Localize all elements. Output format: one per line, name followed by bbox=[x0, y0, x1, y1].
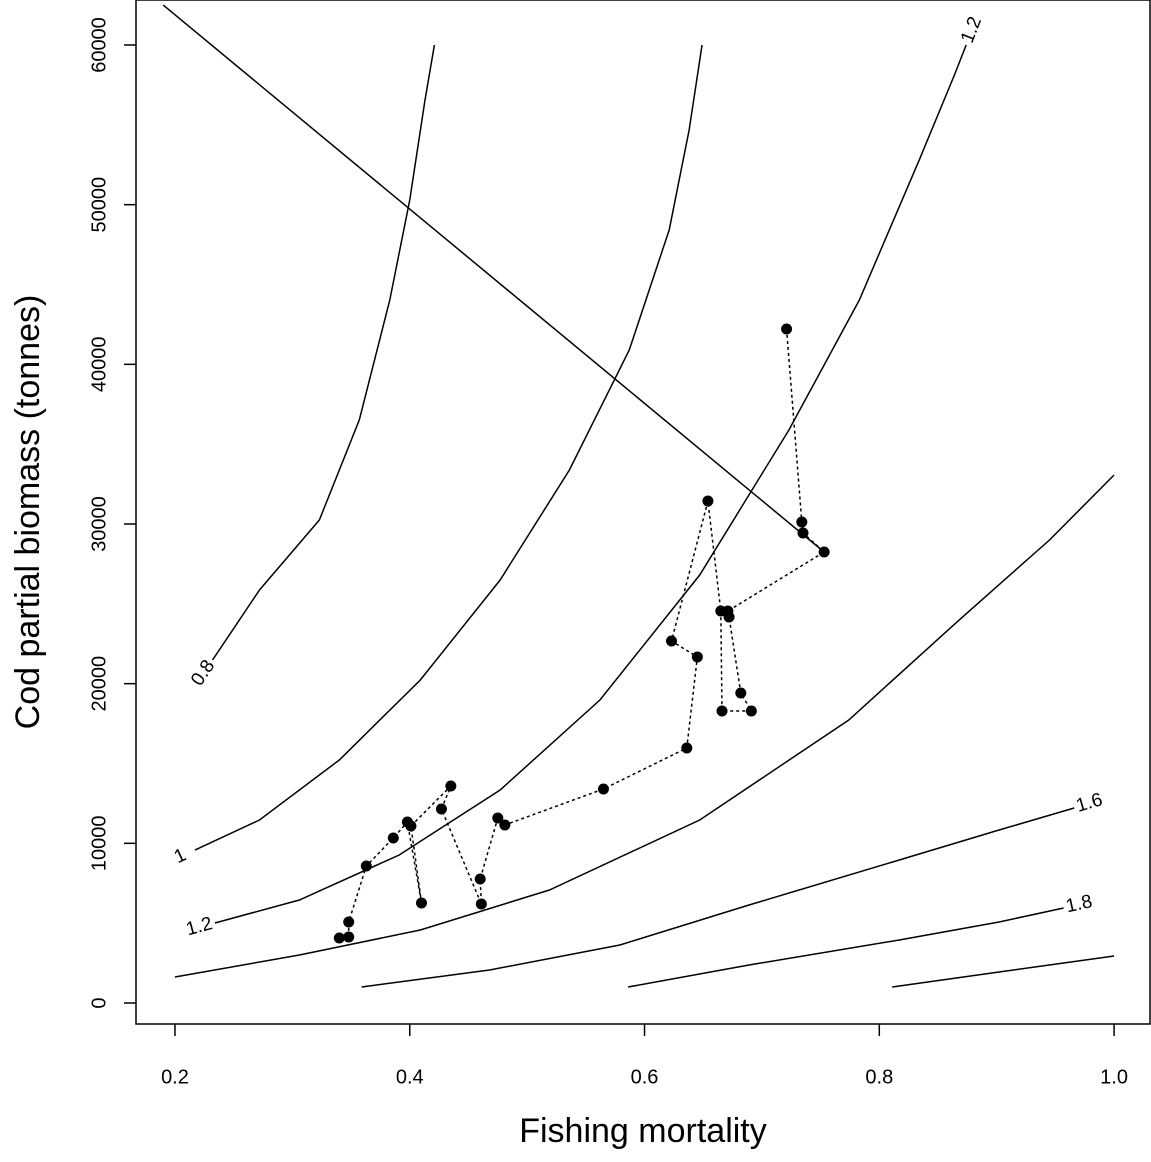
data-point bbox=[723, 611, 735, 623]
data-point bbox=[745, 705, 757, 717]
contour-label: 1.2 bbox=[957, 14, 986, 46]
contour-line bbox=[892, 955, 1115, 988]
data-point bbox=[797, 527, 809, 539]
data-point bbox=[499, 819, 511, 831]
data-point bbox=[333, 932, 345, 944]
reference-line bbox=[162, 4, 825, 553]
x-tick-label: 1.0 bbox=[1100, 1066, 1128, 1088]
contour-label: 0.8 bbox=[187, 656, 219, 690]
x-tick-label: 0.2 bbox=[161, 1066, 189, 1088]
y-tick-label: 0 bbox=[88, 997, 110, 1008]
y-tick-label: 30000 bbox=[88, 496, 110, 552]
data-point bbox=[415, 897, 427, 909]
y-tick-label: 20000 bbox=[88, 656, 110, 712]
data-point bbox=[474, 873, 486, 885]
data-point bbox=[691, 651, 703, 663]
data-point bbox=[716, 705, 728, 717]
contour-line bbox=[627, 907, 1064, 988]
data-point bbox=[343, 931, 355, 943]
x-tick-label: 0.6 bbox=[631, 1066, 659, 1088]
data-point bbox=[475, 898, 487, 910]
y-tick-label: 10000 bbox=[88, 816, 110, 872]
data-point bbox=[715, 605, 727, 617]
data-point bbox=[387, 832, 399, 844]
data-point bbox=[735, 687, 747, 699]
contour-label: 1.8 bbox=[1064, 891, 1094, 917]
data-point bbox=[702, 495, 714, 507]
contour-label: 1 bbox=[171, 845, 189, 869]
contour-line bbox=[211, 44, 436, 661]
contour-line bbox=[361, 807, 1075, 988]
contour-line bbox=[214, 44, 967, 924]
data-point bbox=[435, 803, 447, 815]
y-tick-label: 60000 bbox=[88, 17, 110, 73]
data-point bbox=[343, 916, 355, 928]
x-tick-label: 0.8 bbox=[865, 1066, 893, 1088]
trajectory-line bbox=[339, 328, 826, 939]
x-axis-label: Fishing mortality bbox=[519, 1112, 767, 1150]
data-point bbox=[681, 742, 693, 754]
data-point bbox=[818, 546, 830, 558]
y-tick-label: 50000 bbox=[88, 177, 110, 233]
data-point bbox=[401, 816, 413, 828]
y-tick-label: 40000 bbox=[88, 337, 110, 393]
data-point bbox=[796, 516, 808, 528]
data-point bbox=[597, 783, 609, 795]
contour-label: 1.2 bbox=[184, 913, 215, 940]
contour-label: 1.6 bbox=[1074, 789, 1105, 817]
x-tick-label: 0.4 bbox=[396, 1066, 424, 1088]
y-axis-label: Cod partial biomass (tonnes) bbox=[9, 295, 47, 730]
data-point bbox=[666, 635, 678, 647]
contour-line bbox=[194, 44, 703, 851]
plot-frame bbox=[135, 0, 1151, 1025]
data-point bbox=[781, 323, 793, 335]
data-point bbox=[492, 812, 504, 824]
contour-line bbox=[174, 474, 1115, 978]
data-point bbox=[360, 860, 372, 872]
data-point bbox=[445, 780, 457, 792]
